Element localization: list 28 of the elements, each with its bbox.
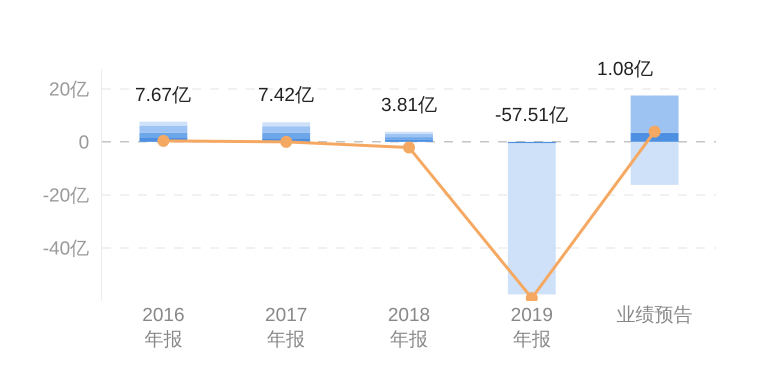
total-label: 3.81亿 xyxy=(381,95,437,116)
bar xyxy=(630,142,679,185)
bar xyxy=(139,132,188,138)
point xyxy=(648,126,661,138)
y-tick-label: 0 xyxy=(78,132,90,154)
total-label: 7.67亿 xyxy=(135,85,191,106)
x-tick-label: 2016 年报 xyxy=(142,305,185,351)
bar xyxy=(262,122,310,127)
y-tick-label: 20亿 xyxy=(49,80,90,101)
point xyxy=(280,136,292,148)
total-label: 7.42亿 xyxy=(258,85,314,106)
y-tick-label: -40亿 xyxy=(42,238,90,260)
bar xyxy=(385,137,433,140)
point xyxy=(157,134,170,147)
annotation: 1.08亿 xyxy=(597,59,653,80)
y-tick-label: -20亿 xyxy=(42,186,90,207)
total-label: -57.51亿 xyxy=(495,105,568,126)
x-tick-label: 2017 年报 xyxy=(265,305,308,351)
x-tick-label: 2018 年报 xyxy=(388,305,430,351)
point xyxy=(403,141,415,154)
x-tick-label: 业绩预告 xyxy=(616,305,693,326)
bar xyxy=(262,126,310,133)
bar xyxy=(508,143,556,294)
bar xyxy=(630,96,679,133)
x-tick-label: 2019 年报 xyxy=(510,305,553,351)
bar xyxy=(139,122,188,126)
bar xyxy=(385,134,433,138)
bar xyxy=(139,126,188,133)
